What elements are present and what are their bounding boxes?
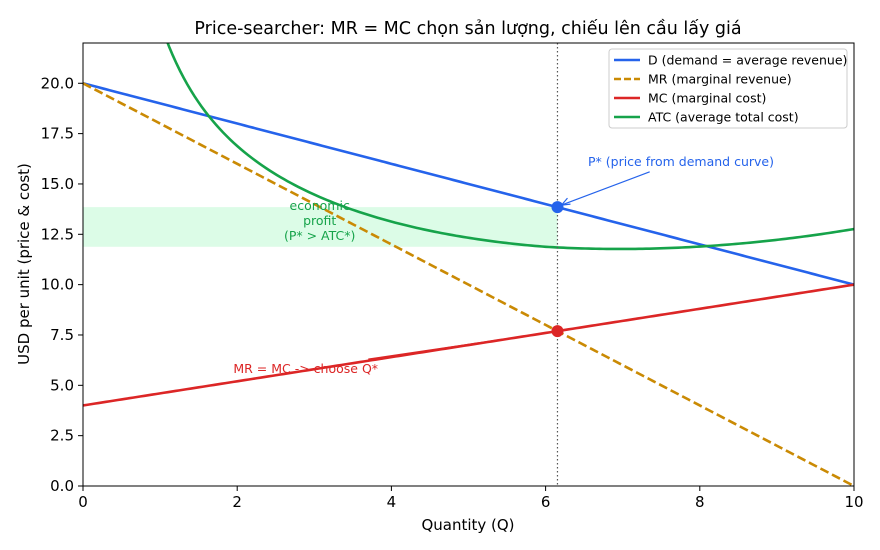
x-tick-label-3: 6 xyxy=(541,493,551,511)
annotation-price-arrowhead xyxy=(561,197,571,206)
x-tick-label-2: 4 xyxy=(387,493,397,511)
legend-label-3: ATC (average total cost) xyxy=(648,110,799,125)
annotation-profit-line-2: (P* > ATC*) xyxy=(284,228,355,243)
x-tick-label-4: 8 xyxy=(695,493,705,511)
point-1 xyxy=(551,325,564,338)
legend: D (demand = average revenue) MR (marginal… xyxy=(608,48,848,129)
plot-frame xyxy=(82,42,855,487)
y-tick-label-4: 10.0 xyxy=(41,276,74,294)
y-tick-label-0: 0.0 xyxy=(50,477,74,495)
annotation-price-arrow xyxy=(561,171,650,206)
y-tick-label-1: 2.5 xyxy=(50,427,74,445)
series-line-3 xyxy=(166,43,854,251)
y-tick-label-6: 15.0 xyxy=(41,175,74,193)
annotation-profit-line-1: profit xyxy=(303,213,336,228)
y-tick-label-7: 17.5 xyxy=(41,125,74,143)
y-axis-label: USD per unit (price & cost) xyxy=(15,163,33,365)
chart-title: Price-searcher: MR = MC chọn sản lượng, … xyxy=(194,18,741,39)
series-line-0 xyxy=(83,82,854,286)
y-tick-label-8: 20.0 xyxy=(41,74,74,92)
annotation-profit-line-0: economic xyxy=(290,198,350,213)
legend-label-0: D (demand = average revenue) xyxy=(648,53,847,68)
x-tick-label-5: 10 xyxy=(844,493,863,511)
legend-label-1: MR (marginal revenue) xyxy=(648,72,792,87)
legend-label-2: MC (marginal cost) xyxy=(648,91,766,106)
x-tick-label-0: 0 xyxy=(78,493,88,511)
x-axis-label: Quantity (Q) xyxy=(421,516,514,534)
point-0 xyxy=(551,201,564,214)
y-tick-label-5: 12.5 xyxy=(41,225,74,243)
legend-box xyxy=(608,48,848,129)
y-tick-label-3: 7.5 xyxy=(50,326,74,344)
series-line-2 xyxy=(83,283,854,407)
series-line-1 xyxy=(83,82,854,486)
annotation-mrmc-arrow xyxy=(368,331,552,360)
annotation-mrmc: MR = MC -> choose Q* xyxy=(233,361,378,376)
y-tick-label-2: 5.0 xyxy=(50,376,74,394)
annotation-price: P* (price from demand curve) xyxy=(588,154,774,169)
x-tick-label-1: 2 xyxy=(232,493,242,511)
